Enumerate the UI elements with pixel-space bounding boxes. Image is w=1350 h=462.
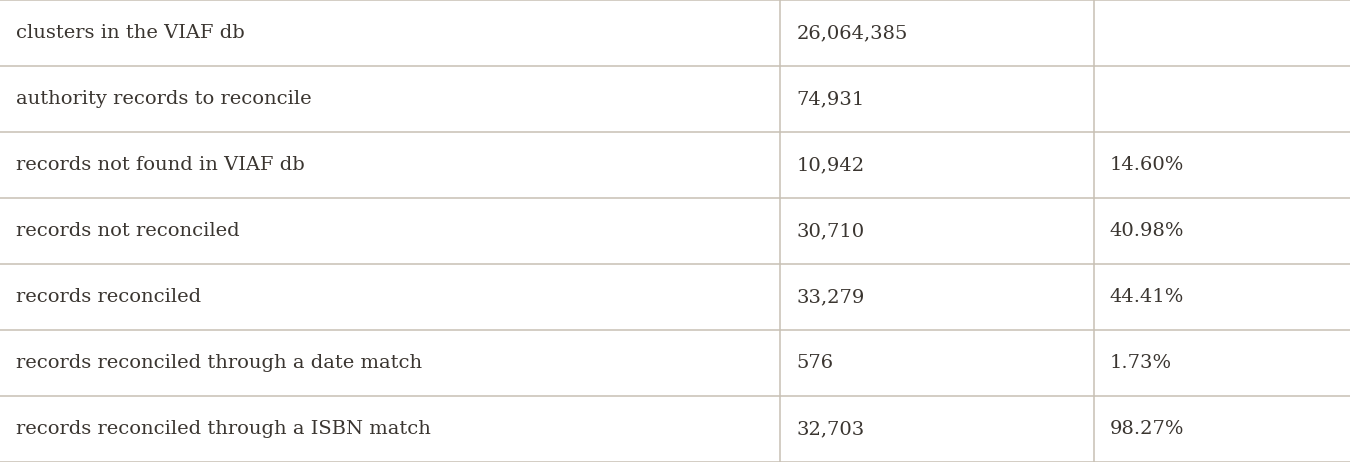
Text: 576: 576	[796, 354, 833, 372]
Text: records not found in VIAF db: records not found in VIAF db	[16, 156, 305, 174]
Text: authority records to reconcile: authority records to reconcile	[16, 90, 312, 108]
Text: 40.98%: 40.98%	[1110, 222, 1184, 240]
Text: 33,279: 33,279	[796, 288, 865, 306]
Text: 44.41%: 44.41%	[1110, 288, 1184, 306]
Text: 14.60%: 14.60%	[1110, 156, 1184, 174]
Text: 1.73%: 1.73%	[1110, 354, 1172, 372]
Text: records reconciled through a ISBN match: records reconciled through a ISBN match	[16, 420, 431, 438]
Text: records not reconciled: records not reconciled	[16, 222, 240, 240]
Text: records reconciled through a date match: records reconciled through a date match	[16, 354, 423, 372]
Text: 32,703: 32,703	[796, 420, 865, 438]
Text: clusters in the VIAF db: clusters in the VIAF db	[16, 24, 244, 42]
Text: 26,064,385: 26,064,385	[796, 24, 907, 42]
Text: 98.27%: 98.27%	[1110, 420, 1184, 438]
Text: 30,710: 30,710	[796, 222, 864, 240]
Text: records reconciled: records reconciled	[16, 288, 201, 306]
Text: 10,942: 10,942	[796, 156, 864, 174]
Text: 74,931: 74,931	[796, 90, 865, 108]
